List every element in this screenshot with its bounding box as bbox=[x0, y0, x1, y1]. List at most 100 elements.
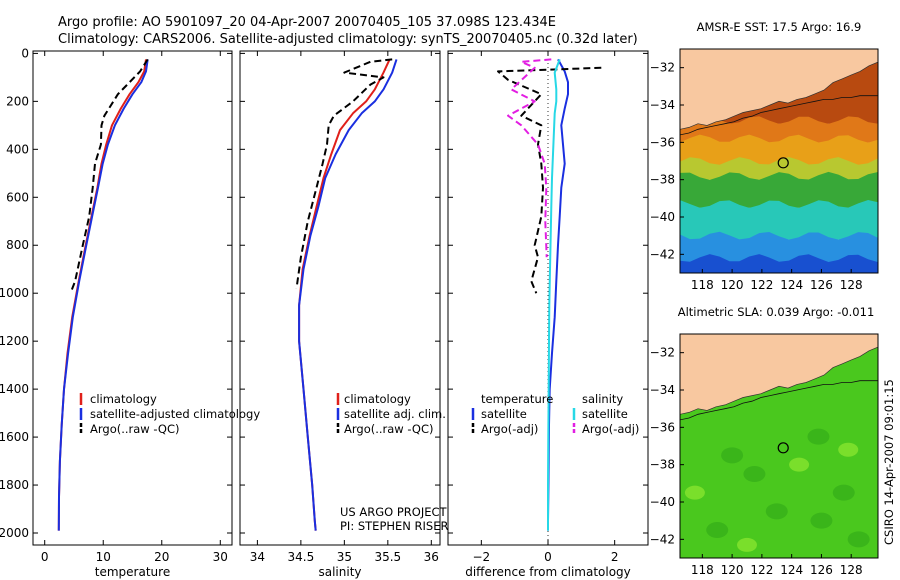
ocean-band bbox=[680, 116, 878, 143]
x-tick-label: 35 bbox=[337, 550, 352, 564]
sla-anomaly bbox=[847, 531, 870, 548]
x-tick-label: 35.5 bbox=[374, 550, 401, 564]
sla-anomaly bbox=[789, 457, 810, 472]
series-line-satellite bbox=[547, 58, 569, 531]
map-x-tick-label: 118 bbox=[691, 278, 714, 292]
difference-legend: temperature satellite Argo(-adj) salinit… bbox=[471, 392, 639, 436]
sst-map: 118 120 122 124 126 128 −32 −34 −36 −38 −40 −42 bbox=[650, 48, 879, 292]
map-field bbox=[680, 334, 878, 558]
map-x-tick-label: 128 bbox=[840, 278, 863, 292]
map-x-tick-label: 126 bbox=[810, 563, 833, 577]
y-tick-label: 2000 bbox=[0, 526, 29, 540]
sla-anomaly bbox=[743, 466, 766, 482]
series-line-satellite-adjusted-climatology bbox=[57, 59, 149, 531]
map-y-tick-label: −34 bbox=[650, 383, 675, 397]
float-position-marker bbox=[777, 442, 789, 454]
y-tick-label: 1200 bbox=[0, 334, 29, 348]
sst-map-title: AMSR-E SST: 17.5 Argo: 16.9 bbox=[697, 20, 862, 34]
map-y-tick-label: −32 bbox=[650, 61, 675, 75]
legend-label: satellite-adjusted climatology bbox=[90, 407, 260, 421]
map-x-tick-label: 124 bbox=[780, 563, 803, 577]
legend-group-temperature: temperature bbox=[481, 392, 553, 406]
x-tick-label: 20 bbox=[154, 550, 169, 564]
sla-anomaly bbox=[736, 537, 757, 552]
plot-frame bbox=[32, 50, 233, 546]
x-axis-label: temperature bbox=[95, 565, 170, 579]
pi-credit: PI: STEPHEN RISER bbox=[340, 519, 449, 533]
x-tick-label: 36 bbox=[424, 550, 439, 564]
sla-anomaly bbox=[838, 442, 859, 457]
series-line-argo-raw-qc bbox=[69, 58, 149, 294]
land-mass bbox=[680, 49, 878, 130]
legend-group-salinity: salinity bbox=[582, 392, 623, 406]
shelf-contour bbox=[680, 380, 878, 421]
x-tick-label: 2 bbox=[611, 550, 619, 564]
temperature-legend: climatology satellite-adjusted climatolo… bbox=[79, 392, 260, 436]
series-line-satellite-adj-clim bbox=[298, 59, 398, 531]
ocean-band bbox=[680, 200, 878, 240]
map-y-tick-label: −42 bbox=[650, 247, 675, 261]
shelf-contour bbox=[680, 95, 878, 136]
header-line-1: Argo profile: AO 5901097_20 04-Apr-2007 … bbox=[58, 15, 556, 30]
x-tick-label: 0 bbox=[41, 550, 49, 564]
map-y-tick-label: −32 bbox=[650, 346, 675, 360]
y-tick-label: 1000 bbox=[0, 286, 29, 300]
header-line-2: Climatology: CARS2006. Satellite-adjuste… bbox=[58, 32, 638, 47]
temperature-panel: 0 10 20 30 0 200 400 600 800 1000 1200 1400 1600 1800… bbox=[0, 46, 233, 579]
sla-anomaly bbox=[706, 522, 729, 538]
x-tick-label: 0 bbox=[544, 550, 552, 564]
map-frame bbox=[679, 333, 879, 559]
y-tick-label: 400 bbox=[6, 142, 29, 156]
salinity-legend: climatology satellite adj. clim. Argo(..… bbox=[336, 392, 446, 436]
plot-frame bbox=[239, 50, 441, 546]
series-line-argo-adj bbox=[507, 58, 552, 258]
x-axis-label: difference from climatology bbox=[465, 565, 631, 579]
legend-label: Argo(..raw -QC) bbox=[90, 422, 180, 436]
sla-anomaly bbox=[765, 503, 788, 520]
legend-label: climatology bbox=[344, 392, 411, 406]
legend-label: satellite bbox=[582, 407, 628, 421]
float-position-marker bbox=[777, 157, 789, 169]
x-tick-label: 10 bbox=[96, 550, 111, 564]
y-tick-label: 1800 bbox=[0, 478, 29, 492]
legend-label: Argo(..raw -QC) bbox=[344, 422, 434, 436]
map-y-tick-label: −34 bbox=[650, 98, 675, 112]
y-tick-label: 1600 bbox=[0, 430, 29, 444]
x-axis-label: salinity bbox=[318, 565, 361, 579]
sla-anomaly bbox=[810, 512, 833, 529]
y-tick-label: 200 bbox=[6, 94, 29, 108]
series-line-satellite bbox=[547, 59, 561, 531]
y-tick-label: 600 bbox=[6, 190, 29, 204]
x-tick-label: 34 bbox=[250, 550, 265, 564]
csiro-stamp: CSIRO 14-Apr-2007 09:01:15 bbox=[882, 379, 896, 545]
x-tick-label: 30 bbox=[213, 550, 228, 564]
series-line-argo-adj bbox=[497, 66, 602, 294]
sla-anomaly bbox=[807, 428, 830, 445]
map-x-tick-label: 126 bbox=[810, 278, 833, 292]
map-y-tick-label: −42 bbox=[650, 532, 675, 546]
legend-label: Argo(-adj) bbox=[481, 422, 538, 436]
sla-anomaly bbox=[684, 485, 705, 500]
map-x-tick-label: 122 bbox=[750, 278, 773, 292]
map-x-tick-label: 120 bbox=[721, 563, 744, 577]
map-y-tick-label: −40 bbox=[650, 210, 675, 224]
map-field bbox=[680, 49, 878, 273]
y-tick-label: 0 bbox=[21, 46, 29, 60]
ocean-band bbox=[680, 254, 878, 273]
map-x-tick-label: 124 bbox=[780, 278, 803, 292]
y-tick-label: 1400 bbox=[0, 382, 29, 396]
land-mass bbox=[680, 334, 878, 415]
map-x-tick-label: 120 bbox=[721, 278, 744, 292]
ocean-band bbox=[680, 231, 878, 263]
map-y-tick-label: −40 bbox=[650, 495, 675, 509]
sla-anomaly bbox=[721, 447, 744, 464]
y-tick-label: 800 bbox=[6, 238, 29, 252]
legend-label: climatology bbox=[90, 392, 157, 406]
x-tick-label: 34.5 bbox=[288, 550, 315, 564]
x-tick-label: −2 bbox=[472, 550, 490, 564]
map-y-tick-label: −36 bbox=[650, 420, 675, 434]
map-x-tick-label: 128 bbox=[840, 563, 863, 577]
sla-map: 118 120 122 124 126 128 −32 −34 −36 −38 −40 −42 bbox=[650, 333, 879, 577]
